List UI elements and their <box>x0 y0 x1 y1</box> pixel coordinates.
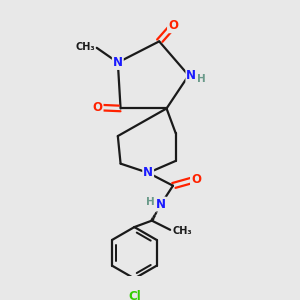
Text: O: O <box>191 173 201 186</box>
Text: N: N <box>186 69 197 82</box>
Text: N: N <box>113 56 123 69</box>
Text: H: H <box>146 197 154 207</box>
Text: Cl: Cl <box>128 290 141 300</box>
Text: N: N <box>143 166 153 179</box>
Text: CH₃: CH₃ <box>172 226 192 236</box>
Text: O: O <box>93 101 103 114</box>
Text: CH₃: CH₃ <box>75 42 95 52</box>
Text: N: N <box>156 198 166 211</box>
Text: O: O <box>168 19 178 32</box>
Text: H: H <box>197 74 206 84</box>
